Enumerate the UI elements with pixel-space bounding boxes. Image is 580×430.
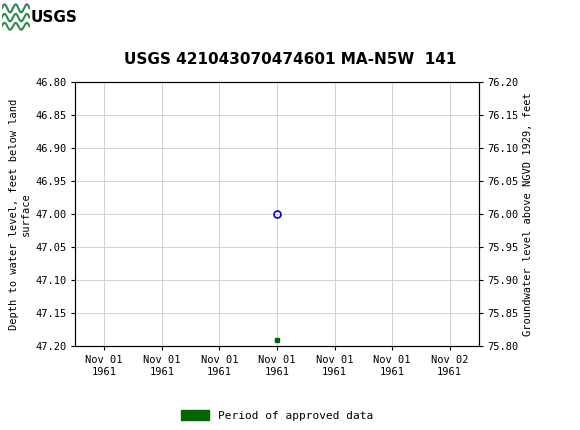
Bar [2, 2, 47, 34]
Text: USGS 421043070474601 MA-N5W  141: USGS 421043070474601 MA-N5W 141 [124, 52, 456, 67]
Y-axis label: Groundwater level above NGVD 1929, feet: Groundwater level above NGVD 1929, feet [523, 92, 533, 336]
Legend: Period of approved data: Period of approved data [176, 406, 378, 425]
Text: USGS: USGS [30, 10, 77, 25]
Y-axis label: Depth to water level, feet below land
surface: Depth to water level, feet below land su… [9, 98, 31, 329]
